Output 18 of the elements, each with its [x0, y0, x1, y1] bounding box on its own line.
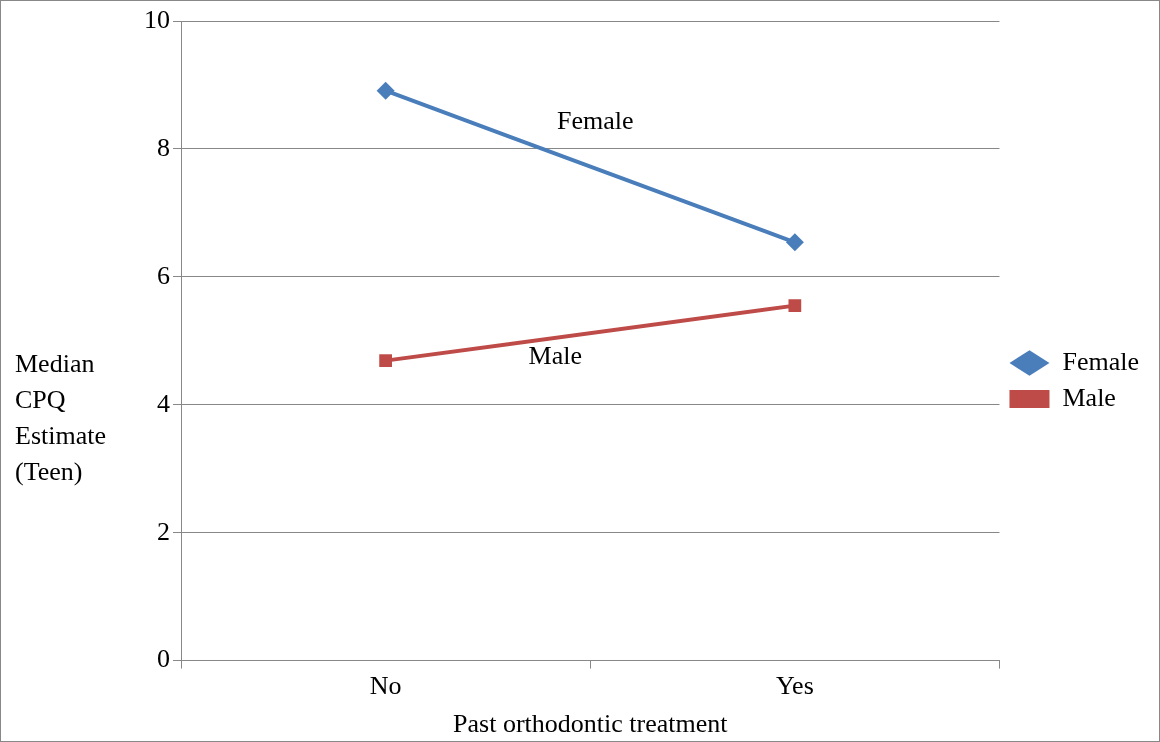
- y-tick-label: 8: [157, 132, 170, 162]
- x-tick-label: No: [369, 671, 402, 701]
- point: [788, 299, 802, 312]
- y-tick-label: 4: [157, 388, 170, 418]
- y-tick-label: 0: [157, 644, 170, 674]
- point: [376, 81, 395, 100]
- y-tick-label: 2: [157, 516, 170, 546]
- point: [785, 233, 804, 252]
- y-axis-title: Median CPQ Estimate (Teen): [15, 348, 107, 488]
- legend-label: Male: [1062, 382, 1116, 412]
- legend-label: Female: [1062, 346, 1139, 376]
- x-axis-title: Past orthodontic treatment: [453, 709, 729, 739]
- point: [379, 354, 392, 367]
- annotation: Male: [528, 340, 582, 370]
- y-tick-label: 6: [157, 260, 170, 290]
- x-tick-label: Yes: [775, 671, 814, 701]
- y-tick-label: 10: [144, 4, 170, 34]
- annotation: Female: [556, 106, 634, 136]
